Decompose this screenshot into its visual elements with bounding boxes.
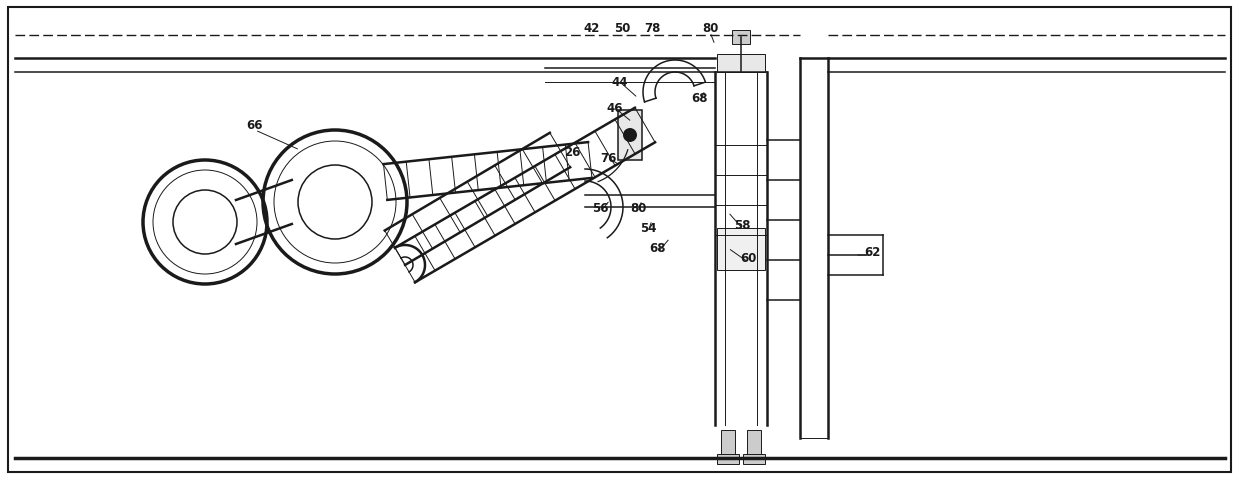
Text: 76: 76	[600, 152, 616, 165]
Text: 62: 62	[864, 246, 880, 259]
Text: 46: 46	[607, 102, 623, 115]
Text: 68: 68	[691, 92, 709, 105]
Text: 26: 26	[564, 146, 580, 159]
Bar	[717, 454, 738, 464]
Text: 68: 68	[649, 242, 667, 255]
Bar	[732, 31, 750, 45]
Text: 66: 66	[247, 119, 263, 132]
Bar	[717, 228, 764, 270]
Bar	[717, 55, 764, 73]
Text: 80: 80	[701, 23, 719, 36]
Text: 60: 60	[740, 252, 756, 265]
Text: 54: 54	[639, 222, 657, 235]
Bar	[721, 430, 735, 458]
Bar	[743, 454, 764, 464]
Text: 78: 78	[644, 23, 660, 36]
Text: 58: 58	[733, 219, 751, 232]
Text: 42: 42	[584, 23, 600, 36]
Text: 50: 50	[613, 23, 631, 36]
Text: 44: 44	[612, 76, 628, 89]
Text: 80: 80	[629, 202, 647, 215]
Bar	[618, 111, 642, 161]
Circle shape	[623, 129, 637, 143]
Bar	[747, 430, 761, 458]
Text: 56: 56	[592, 202, 608, 215]
